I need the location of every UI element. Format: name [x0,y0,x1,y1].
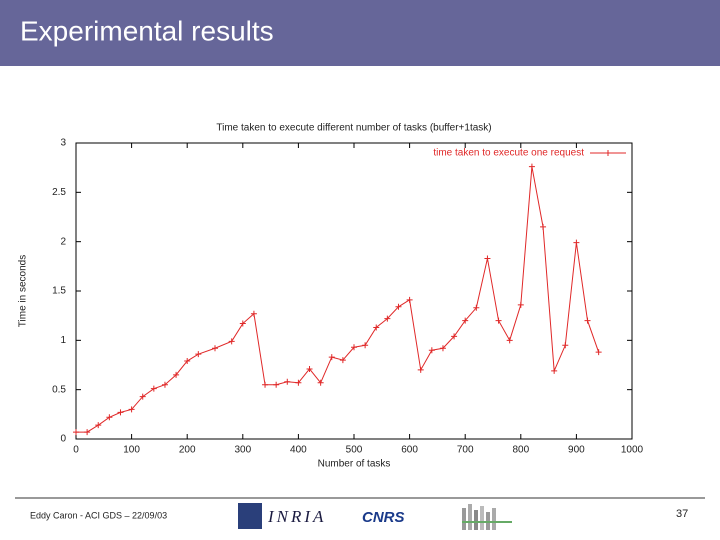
point-marker [228,338,235,345]
x-tick-label: 100 [123,445,140,456]
point-marker [584,317,591,324]
y-tick-label: 3 [60,138,66,149]
point-marker [528,163,535,170]
point-marker [161,381,168,388]
x-tick-label: 700 [457,445,474,456]
point-marker [384,315,391,322]
point-marker [250,310,257,317]
point-marker [95,422,102,429]
x-tick-label: 300 [234,445,251,456]
y-tick-label: 0 [60,434,66,445]
x-tick-label: 600 [401,445,418,456]
point-marker [273,381,280,388]
point-marker [439,345,446,352]
point-marker [150,385,157,392]
legend-marker [605,150,611,156]
point-marker [406,296,413,303]
point-marker [317,379,324,386]
point-marker [262,381,269,388]
point-marker [84,429,91,436]
x-tick-label: 900 [568,445,585,456]
point-marker [339,357,346,364]
x-tick-label: 0 [73,445,79,456]
point-marker [551,367,558,374]
point-marker [328,354,335,361]
x-axis-label: Number of tasks [318,459,391,470]
footer-text: Eddy Caron - ACI GDS – 22/09/03 [30,510,167,520]
x-tick-label: 400 [290,445,307,456]
page-number: 37 [676,508,688,520]
point-marker [239,320,246,327]
point-marker [284,378,291,385]
point-marker [373,324,380,331]
point-marker [395,303,402,310]
point-marker [506,337,513,344]
point-marker [417,366,424,373]
cnrs-logo: CNRS [362,509,405,526]
point-marker [540,223,547,230]
point-marker [473,304,480,311]
point-marker [495,317,502,324]
point-marker [484,255,491,262]
point-marker [451,333,458,340]
point-marker [128,406,135,413]
plot-frame [75,142,633,440]
point-marker [362,342,369,349]
inria-logo: INRIA [267,507,326,526]
point-marker [351,344,357,351]
point-marker [462,317,469,324]
point-marker [428,347,435,354]
point-marker [306,365,313,372]
y-axis-label: Time in seconds [18,255,29,327]
y-tick-label: 1 [60,335,66,346]
header-bar [0,0,720,66]
point-marker [295,379,302,386]
chart-title: Time taken to execute different number o… [216,123,491,134]
point-marker [106,414,113,421]
slide-title: Experimental results [20,15,274,46]
x-tick-label: 800 [512,445,529,456]
x-tick-label: 500 [346,445,363,456]
inria-icon [238,503,262,529]
x-tick-label: 200 [179,445,196,456]
logo-bars [462,504,512,530]
point-marker [573,239,580,246]
point-marker [117,409,124,416]
point-marker [195,351,202,358]
y-tick-label: 0.5 [52,384,66,395]
y-tick-label: 2 [60,236,66,247]
point-marker [517,301,524,308]
point-marker [73,429,79,436]
point-marker [173,371,180,378]
point-marker [184,358,191,365]
x-tick-label: 1000 [621,445,644,456]
point-marker [595,349,602,356]
point-marker [139,393,146,400]
point-marker [212,345,218,352]
point-marker [562,342,569,349]
legend-label: time taken to execute one request [433,148,584,159]
y-tick-label: 2.5 [52,187,66,198]
series-line [76,166,600,433]
y-tick-label: 1.5 [52,286,66,297]
